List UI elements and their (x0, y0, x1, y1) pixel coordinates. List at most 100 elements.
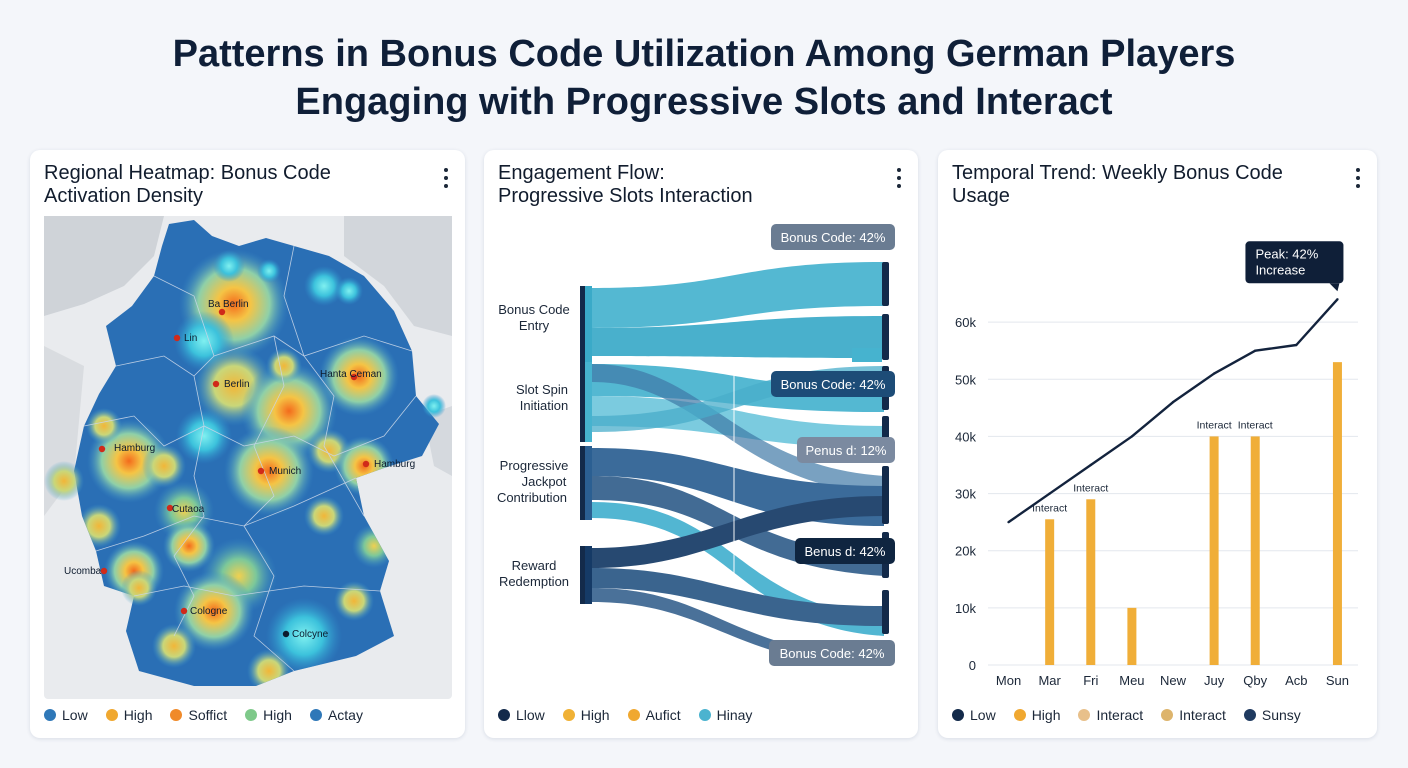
flow-title-line-2: Progressive Slots Interaction (498, 185, 753, 207)
sankey-source-labels: Bonus Code Entry Slot Spin Initiation Pr… (497, 302, 570, 589)
heatmap-legend: Low High Soffict High Actay (44, 704, 363, 726)
y-tick-label: 40k (955, 429, 976, 444)
sankey-node-slot-spin (580, 362, 585, 442)
flow-more-options-icon[interactable] (896, 168, 902, 188)
city-label-ba-berlin: Ba Berlin (208, 299, 249, 310)
page-title-line-2: Engaging with Progressive Slots and Inte… (295, 81, 1113, 123)
legend-label: High (263, 707, 292, 723)
legend-swatch (498, 709, 510, 721)
heatmap-title: Regional Heatmap: Bonus Code Activation … (44, 162, 414, 208)
legend-label: Actay (327, 707, 363, 723)
trend-title-line-2: Usage (952, 185, 1010, 207)
legend-label: Low (970, 707, 996, 723)
sankey-target-labels: Bonus Code: 42% Bonus Code: 42% Penus d:… (769, 224, 895, 666)
sankey-target-label: Bonus Code: 42% (781, 230, 886, 245)
legend-swatch (170, 709, 183, 721)
city-label-hamburg-west: Hamburg (114, 443, 155, 454)
trend-point (1048, 492, 1051, 495)
heatmap-more-options-icon[interactable] (443, 168, 449, 188)
trend-title: Temporal Trend: Weekly Bonus Code Usage (952, 162, 1322, 208)
x-tick-label: Sun (1326, 673, 1349, 688)
legend-item: High (105, 707, 153, 723)
city-label-cutaoa: Cutaoa (172, 504, 205, 515)
legend-label: Interact (1096, 707, 1144, 723)
sankey-target-badge (771, 371, 895, 397)
sankey-source-nodes (580, 286, 592, 604)
peak-annotation-line-1: Peak: 42% (1255, 246, 1318, 261)
sankey-flow (592, 588, 884, 666)
sankey-source-label: Bonus Code (498, 302, 570, 317)
legend-label: High (1031, 707, 1061, 723)
legend-item: Llow (498, 707, 545, 723)
bar (1045, 519, 1055, 665)
page-title-line-1: Patterns in Bonus Code Utilization Among… (172, 33, 1236, 75)
city-label-hamburg-east: Hamburg (374, 459, 415, 470)
legend-label: Sunsy (1261, 707, 1301, 723)
sankey-target-label: Penus d: 12% (806, 443, 887, 458)
bar (1332, 362, 1342, 665)
legend-swatch (44, 709, 56, 721)
trend-point (1295, 343, 1298, 347)
sankey-flow (592, 316, 884, 358)
x-tick-label: New (1160, 673, 1187, 688)
legend-label: Aufict (645, 707, 681, 723)
sankey-target-nodes (882, 262, 889, 666)
x-tick-label: Meu (1119, 673, 1144, 688)
legend-item: High (245, 707, 292, 723)
trend-legend: Low High Interact Interact Sunsy (952, 704, 1301, 726)
flow-title-line-1: Engagement Flow: (498, 162, 665, 184)
peak-annotation-line-2: Increase (1255, 262, 1305, 277)
legend-label: Llow (516, 707, 545, 723)
legend-item: Actay (309, 707, 363, 723)
sankey-target-node (882, 590, 889, 634)
bar (1209, 436, 1219, 665)
trend-point (1336, 298, 1339, 301)
y-tick-label: 0 (969, 658, 976, 673)
sankey-source-label: Redemption (499, 574, 569, 589)
sankey-target-node (882, 262, 889, 306)
legend-label: High (580, 707, 610, 723)
sankey-node-bonus-code-entry (580, 286, 585, 382)
sankey-flows (592, 262, 884, 666)
sankey-flow (592, 568, 884, 626)
trend-point (1254, 349, 1257, 352)
legend-swatch (1013, 709, 1026, 721)
x-tick-label: Juy (1204, 673, 1225, 688)
legend-swatch (245, 709, 258, 721)
heatmap-card: Regional Heatmap: Bonus Code Activation … (30, 150, 465, 738)
sankey-target-node (882, 314, 889, 360)
sankey-source-label: Jackpot (522, 474, 567, 489)
legend-swatch (698, 709, 711, 721)
heatmap-title-line-2: Activation Density (44, 185, 203, 207)
y-tick-label: 60k (955, 315, 976, 330)
sankey-flow (592, 262, 884, 328)
trend-line (1007, 298, 1339, 524)
city-label-lin: Lin (184, 333, 197, 344)
sankey-source-label: Slot Spin (516, 382, 568, 397)
city-label-berlin: Berlin (224, 379, 250, 390)
legend-item: Low (952, 707, 996, 723)
sankey-source-label: Initiation (520, 398, 568, 413)
y-tick-label: 30k (955, 487, 976, 502)
legend-label: Hinay (716, 707, 753, 723)
sankey-source-label: Contribution (497, 490, 567, 505)
city-label-hanta-ceman: Hanta Ceman (320, 369, 382, 380)
legend-item: Low (44, 707, 88, 723)
trend-point (1130, 435, 1134, 438)
sankey-target-badge (771, 224, 895, 250)
heatmap-title-line-1: Regional Heatmap: Bonus Code (44, 162, 331, 184)
legend-label: High (123, 707, 153, 723)
city-label-munich: Munich (269, 466, 301, 477)
bar-data-label: Interact (1238, 419, 1273, 431)
city-label-colcyne: Colcyne (292, 629, 329, 640)
trend-card: Temporal Trend: Weekly Bonus Code Usage … (938, 150, 1377, 738)
legend-item: High (1013, 707, 1061, 723)
flow-card: Engagement Flow: Progressive Slots Inter… (484, 150, 918, 738)
trend-more-options-icon[interactable] (1355, 168, 1361, 188)
x-tick-label: Fri (1083, 673, 1098, 688)
legend-label: Low (62, 707, 88, 723)
heatmap-map: Ba Berlin Lin Berlin Hanta Ceman Hamburg… (44, 216, 452, 699)
legend-item: Interact (1078, 707, 1143, 723)
sankey-source-label: Entry (519, 318, 550, 333)
x-tick-label: Mar (1038, 673, 1061, 688)
